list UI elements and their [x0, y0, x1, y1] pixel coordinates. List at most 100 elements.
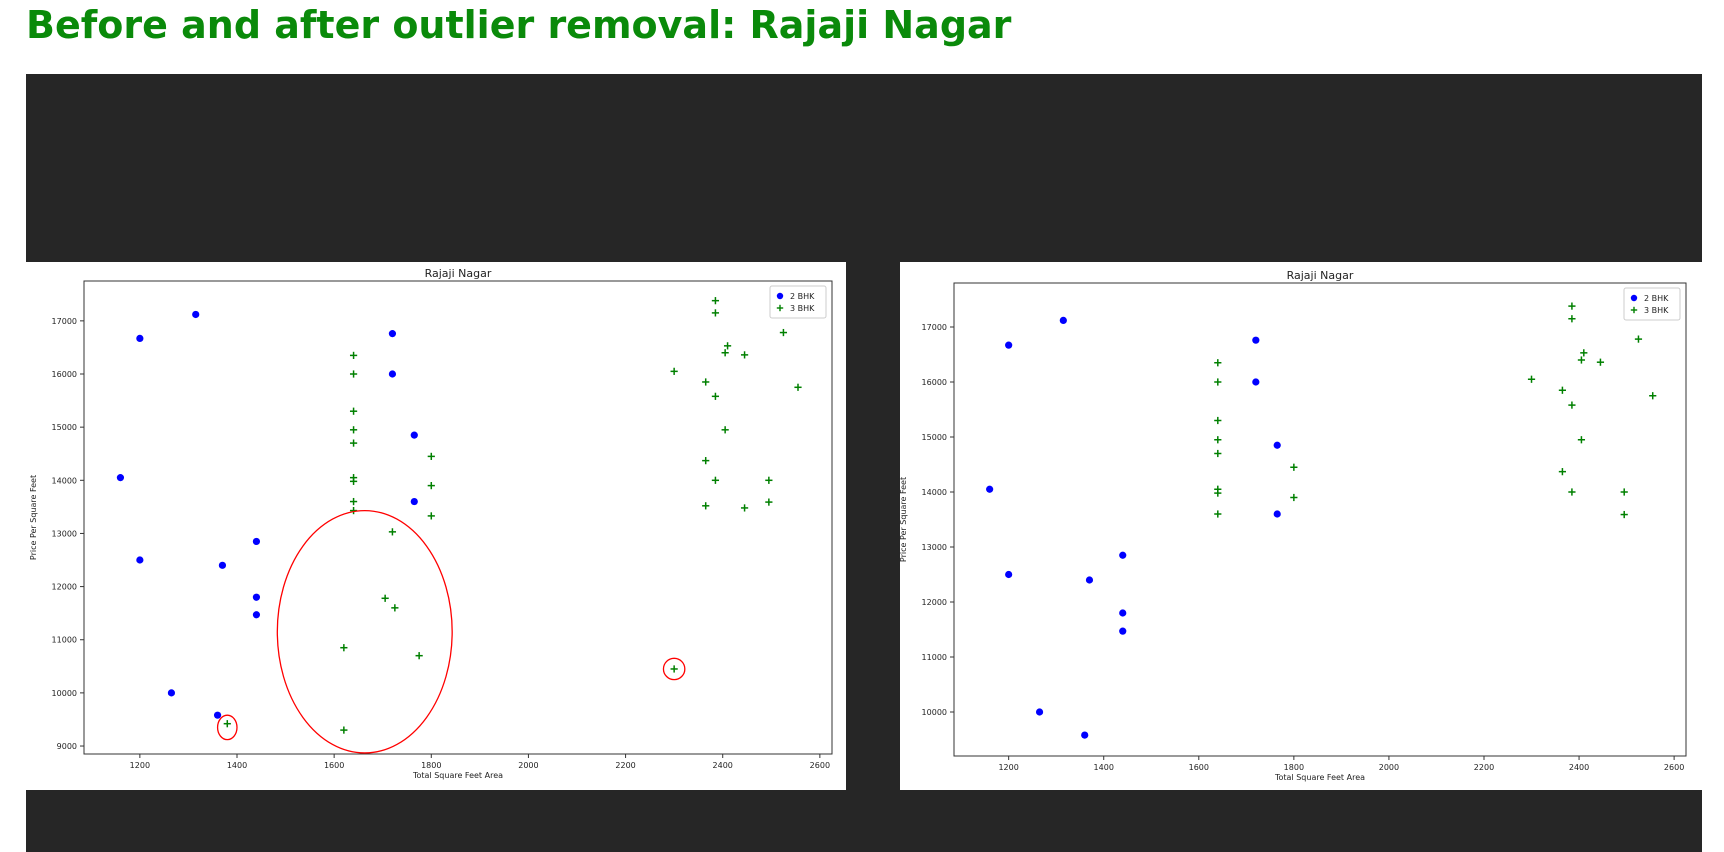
outlier-highlight-ellipse — [276, 509, 453, 754]
legend-label: 2 BHK — [1644, 294, 1669, 303]
data-point-3bhk — [779, 328, 788, 337]
data-point-3bhk — [340, 726, 348, 734]
data-point-2bhk — [1085, 576, 1094, 584]
data-point-3bhk — [1580, 349, 1588, 357]
y-tick-label: 12000 — [922, 598, 947, 607]
data-point-3bhk — [723, 342, 732, 350]
plot-area-frame — [953, 282, 1687, 757]
x-axis-label: Total Square Feet Area — [1274, 773, 1365, 782]
data-point-2bhk — [1035, 708, 1044, 716]
data-point-2bhk — [1119, 609, 1127, 617]
data-point-2bhk — [213, 711, 222, 719]
data-point-3bhk — [711, 309, 720, 317]
x-tick-label: 1400 — [1094, 763, 1114, 772]
data-point-3bhk — [1290, 463, 1298, 471]
data-point-2bhk — [136, 334, 144, 342]
data-point-3bhk — [1214, 489, 1222, 497]
chart-title: Rajaji Nagar — [1287, 269, 1354, 282]
x-tick-label: 1600 — [1189, 763, 1209, 772]
legend-box — [769, 285, 827, 319]
legend-box — [1623, 287, 1681, 321]
y-tick-label: 15000 — [922, 433, 947, 442]
data-point-3bhk — [223, 720, 231, 728]
data-point-3bhk — [1568, 302, 1576, 310]
legend-label: 3 BHK — [1644, 306, 1669, 315]
data-point-3bhk — [1558, 468, 1567, 476]
page-title: Before and after outlier removal: Rajaji… — [26, 3, 1012, 47]
data-point-2bhk — [986, 485, 994, 493]
data-point-3bhk — [427, 512, 435, 520]
x-tick-label: 2600 — [810, 761, 830, 770]
data-point-2bhk — [252, 593, 261, 601]
data-point-3bhk — [740, 504, 749, 512]
x-tick-label: 1800 — [1284, 763, 1304, 772]
data-point-3bhk — [1214, 416, 1222, 425]
data-point-3bhk — [1214, 378, 1222, 386]
data-point-2bhk — [1119, 551, 1127, 559]
data-point-3bhk — [702, 378, 710, 386]
x-tick-label: 2200 — [615, 761, 635, 770]
data-point-3bhk — [1568, 315, 1576, 323]
x-tick-label: 2200 — [1474, 763, 1494, 772]
x-tick-label: 1200 — [130, 761, 150, 770]
data-point-3bhk — [388, 528, 397, 536]
data-point-3bhk — [349, 370, 358, 378]
data-point-3bhk — [721, 426, 729, 434]
data-point-3bhk — [1558, 386, 1567, 394]
data-point-3bhk — [721, 349, 729, 357]
data-point-3bhk — [702, 457, 710, 465]
legend-marker-2bhk — [776, 292, 784, 300]
x-tick-label: 2400 — [713, 761, 733, 770]
data-point-2bhk — [1005, 341, 1013, 349]
data-point-2bhk — [192, 310, 200, 319]
data-point-3bhk — [340, 644, 348, 652]
x-tick-label: 1200 — [998, 763, 1018, 772]
data-point-3bhk — [765, 498, 773, 506]
data-point-2bhk — [252, 537, 261, 546]
data-point-3bhk — [1577, 436, 1586, 444]
y-tick-label: 10000 — [922, 708, 947, 717]
y-tick-label: 9000 — [57, 742, 77, 751]
data-point-2bhk — [1252, 336, 1260, 344]
data-point-2bhk — [410, 431, 418, 439]
data-point-3bhk — [670, 665, 678, 673]
data-point-3bhk — [391, 604, 399, 612]
y-tick-label: 15000 — [52, 423, 77, 432]
data-point-2bhk — [116, 474, 125, 482]
data-point-2bhk — [1273, 510, 1281, 518]
scatter-plot-before: Rajaji Nagar 1200 1400 1600 1800 2000 2200 2400… — [29, 267, 833, 780]
data-point-3bhk — [381, 594, 389, 602]
data-point-3bhk — [349, 497, 358, 506]
data-point-3bhk — [794, 383, 802, 391]
data-point-2bhk — [1273, 441, 1281, 449]
data-point-2bhk — [388, 330, 397, 338]
legend-label: 3 BHK — [790, 304, 815, 313]
x-tick-label: 1400 — [227, 761, 247, 770]
data-point-3bhk — [670, 367, 678, 375]
y-tick-label: 17000 — [922, 323, 947, 332]
data-point-2bhk — [388, 370, 397, 378]
data-point-3bhk — [711, 392, 720, 400]
data-point-2bhk — [1059, 316, 1067, 324]
data-point-3bhk — [1568, 488, 1576, 496]
outlier-highlight-ellipse — [216, 714, 238, 741]
chart-before-outlier-removal: Rajaji Nagar 1200 1400 1600 1800 2000 2200 2400… — [26, 262, 846, 790]
data-point-3bhk — [349, 426, 358, 434]
y-axis-label: Price Per Square Feet — [29, 475, 38, 560]
y-axis-label: Price Per Square Feet — [900, 477, 908, 562]
data-point-3bhk — [765, 476, 773, 484]
chart-after-outlier-removal: Rajaji Nagar 1200 1400 1600 1800 2000 2200 2400… — [900, 262, 1702, 790]
y-tick-label: 14000 — [922, 488, 947, 497]
outlier-highlight-ellipse — [662, 657, 686, 681]
y-tick-label: 17000 — [52, 317, 77, 326]
x-tick-label: 2000 — [1379, 763, 1399, 772]
scatter-plot-after: Rajaji Nagar 1200 1400 1600 1800 2000 2200 2400… — [900, 269, 1687, 782]
data-point-3bhk — [1649, 392, 1657, 400]
data-point-3bhk — [1634, 335, 1643, 343]
data-point-3bhk — [1620, 488, 1628, 496]
x-tick-label: 2400 — [1569, 763, 1589, 772]
data-point-3bhk — [1214, 436, 1222, 444]
data-point-3bhk — [702, 502, 710, 510]
x-tick-label: 2600 — [1664, 763, 1684, 772]
data-point-2bhk — [410, 497, 418, 506]
